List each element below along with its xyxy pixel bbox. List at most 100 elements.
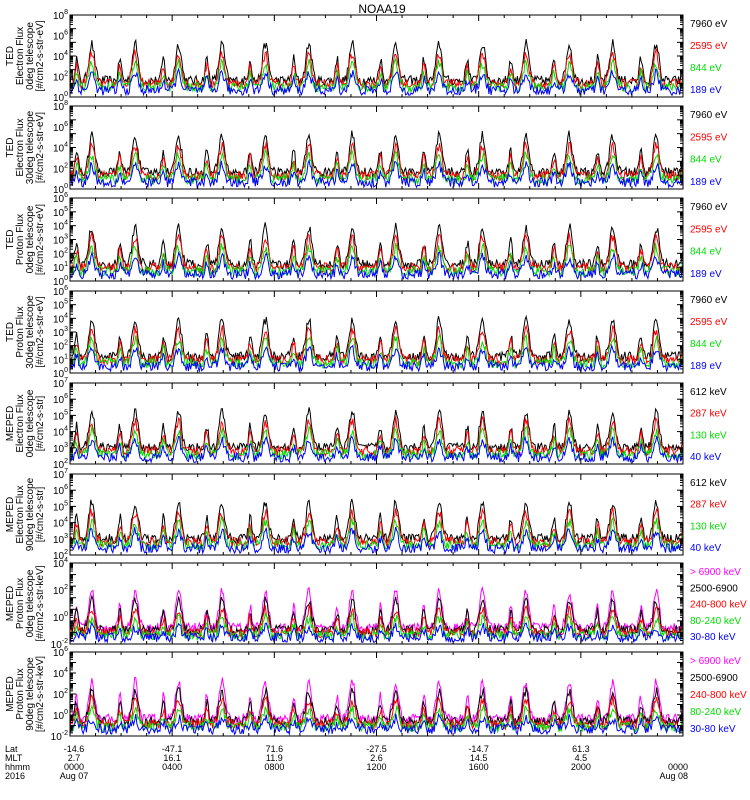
y-tick-label: 106 xyxy=(53,484,68,497)
y-tick-label: 106 xyxy=(53,285,68,298)
x-row-label: MLT xyxy=(5,753,23,763)
y-tick-label: 103 xyxy=(53,326,68,339)
legend-entry: 40 keV xyxy=(690,452,721,463)
x-tick-label-lat: 61.3 xyxy=(572,744,590,754)
legend-entry: 40 keV xyxy=(690,543,721,554)
x-tick-label-lat: 71.6 xyxy=(266,744,284,754)
x-tick-label-mlt: 2.6 xyxy=(370,753,383,763)
legend-entry: 287 keV xyxy=(690,409,727,420)
legend-entry: 30-80 keV xyxy=(690,632,736,643)
legend-entry: 2500-6900 xyxy=(690,583,738,594)
y-tick-label: 102 xyxy=(53,340,68,353)
legend-entry: 130 keV xyxy=(690,430,727,441)
y-tick-label: 100 xyxy=(53,611,68,624)
series-line-1 xyxy=(69,314,684,364)
x-tick-label-mlt: 2.7 xyxy=(68,753,81,763)
panel-8: 10-2 100 102 104 106 MEPEDProton Flux90deg te… xyxy=(5,646,747,743)
panel-6: 102 103 104 105 106 107 MEPEDElectron Flux90de… xyxy=(5,468,727,562)
series-line-3 xyxy=(69,148,684,186)
legend-entry: 612 keV xyxy=(690,387,727,398)
y-tick-label: 105 xyxy=(53,409,68,422)
x-tick-label-hhmm: 1600 xyxy=(469,762,489,772)
y-axis-label: TEDElectron Flux30deg telescope[#/cm2-s-… xyxy=(5,110,46,184)
y-tick-label: 105 xyxy=(53,299,68,312)
y-tick-label: 102 xyxy=(53,247,68,260)
x-tick-label-lat: -47.1 xyxy=(162,744,183,754)
y-tick-label: 102 xyxy=(53,584,68,597)
y-tick-label: 108 xyxy=(53,9,68,22)
x-row-label: hhmm xyxy=(5,762,30,772)
y-axis-label: MEPEDProton Flux0deg telescope[#/cm2-s-s… xyxy=(5,565,46,641)
x-tick-label-lat: -14.6 xyxy=(64,744,85,754)
legend-entry: 2595 eV xyxy=(690,132,728,143)
y-tick-label: 106 xyxy=(53,121,68,134)
y-tick-label: 108 xyxy=(53,100,68,113)
legend-entry: 7960 eV xyxy=(690,110,728,121)
y-axis-label: TEDProton Flux0deg telescope[#/cm2-s-str… xyxy=(5,204,46,275)
series-line-1 xyxy=(69,676,684,726)
legend-entry: 844 eV xyxy=(690,247,722,258)
panel-2: 100 102 104 106 108 TEDElectron Flux30deg tel… xyxy=(5,100,728,196)
panel-7: 10-2 100 102 104 MEPEDProton Flux0deg telesc… xyxy=(5,557,747,651)
legend-entry: 189 eV xyxy=(690,177,722,188)
legend-entry: 130 keV xyxy=(690,521,727,532)
legend-entry: > 6900 keV xyxy=(690,656,741,667)
y-tick-label: 100 xyxy=(53,367,68,380)
series-line-1 xyxy=(69,129,684,179)
legend-entry: 612 keV xyxy=(690,478,727,489)
x-tick-label-date: Aug 08 xyxy=(659,771,688,781)
y-tick-label: 10-2 xyxy=(51,638,68,651)
y-tick-label: 102 xyxy=(53,549,68,562)
series-line-1 xyxy=(69,498,684,545)
y-tick-label: 10-2 xyxy=(51,730,68,743)
y-axis-label: TEDElectron Flux0deg telescope[#/cm2-s-s… xyxy=(5,20,46,91)
y-tick-label: 104 xyxy=(53,557,68,570)
y-tick-label: 103 xyxy=(53,234,68,247)
x-tick-label-date: Aug 07 xyxy=(60,771,89,781)
legend-entry: 2595 eV xyxy=(690,224,728,235)
y-tick-label: 106 xyxy=(53,192,68,205)
x-row-label: 2016 xyxy=(5,771,25,781)
x-tick-label-hhmm: 0000 xyxy=(64,762,84,772)
y-axis-label: MEPEDElectron Flux90deg telescope[#/cm2-… xyxy=(5,477,46,551)
legend-entry: 189 eV xyxy=(690,269,722,280)
x-tick-label-mlt: 14.5 xyxy=(470,753,488,763)
x-tick-label-hhmm: 2000 xyxy=(571,762,591,772)
y-tick-label: 104 xyxy=(53,50,68,63)
y-axis-label: MEPEDElectron Flux0deg telescope[#/cm2-s… xyxy=(5,389,46,457)
x-tick-label-hhmm: 0000 xyxy=(668,762,688,772)
y-tick-label: 101 xyxy=(53,261,68,274)
series-line-2 xyxy=(69,232,684,275)
y-tick-label: 106 xyxy=(53,646,68,659)
figure-title: NOAA19 xyxy=(358,2,406,16)
x-tick-label-mlt: 16.1 xyxy=(163,753,181,763)
x-tick-label-hhmm: 1200 xyxy=(366,762,386,772)
legend-entry: 844 eV xyxy=(690,63,722,74)
y-tick-label: 107 xyxy=(53,468,68,481)
y-tick-label: 104 xyxy=(53,517,68,530)
series-line-4 xyxy=(69,612,684,642)
legend-entry: 7960 eV xyxy=(690,295,728,306)
series-line-2 xyxy=(69,416,684,458)
y-tick-label: 103 xyxy=(53,533,68,546)
legend-entry: 287 keV xyxy=(690,500,727,511)
y-tick-label: 101 xyxy=(53,353,68,366)
x-tick-label-mlt: 4.5 xyxy=(575,753,588,763)
legend-entry: 2500-6900 xyxy=(690,673,738,684)
y-tick-label: 102 xyxy=(53,458,68,471)
legend-entry: 2595 eV xyxy=(690,317,728,328)
y-tick-label: 104 xyxy=(53,220,68,233)
y-tick-label: 105 xyxy=(53,500,68,513)
y-tick-label: 102 xyxy=(53,162,68,175)
legend-entry: 80-240 keV xyxy=(690,707,741,718)
legend-entry: 844 eV xyxy=(690,339,722,350)
x-tick-label-hhmm: 0400 xyxy=(162,762,182,772)
x-tick-label-lat: -27.5 xyxy=(366,744,387,754)
y-tick-label: 100 xyxy=(53,709,68,722)
y-tick-label: 100 xyxy=(53,91,68,104)
panel-5: 102 103 104 105 106 107 MEPEDElectron Flux0deg… xyxy=(5,377,727,471)
